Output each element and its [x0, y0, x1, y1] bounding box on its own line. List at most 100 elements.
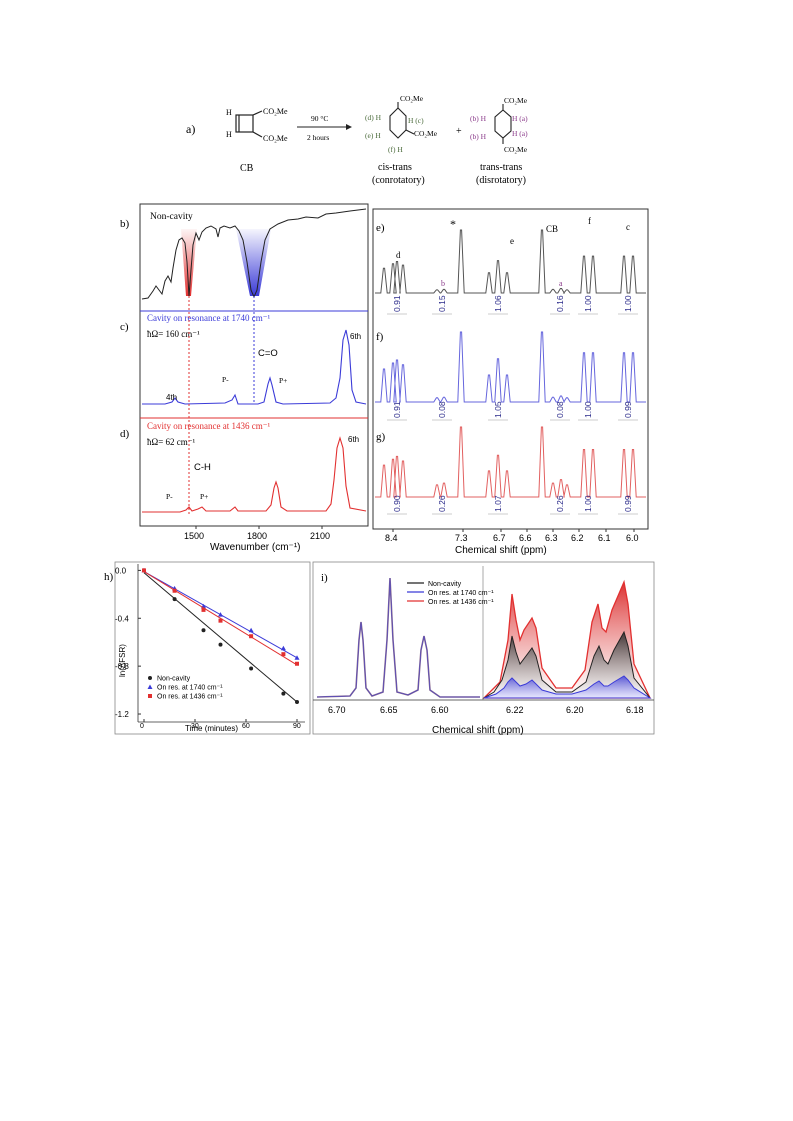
panel-f-label: f) [376, 331, 384, 343]
nmr-frame [372, 208, 649, 530]
panel-h-fit-line-2 [143, 571, 298, 666]
panel-h-point-0 [295, 700, 299, 705]
nmr-xtick-label: 8.4 [385, 533, 398, 543]
panel-h-point-2 [249, 634, 254, 639]
nmr-integrals: 0.91 0.15 1.06 0.16 1.00 1.00 0.91 0.08 1.05 0.08… [387, 295, 638, 515]
product2-co2me-bottom: CO₂Me [504, 145, 528, 154]
panel-i-xtick-2: 6.65 [380, 705, 398, 715]
panel-i-label: i) [321, 572, 328, 584]
product1-name: cis-trans [378, 162, 412, 173]
panel-i-frame [312, 561, 655, 735]
nmr-integral-f-0: 0.91 [392, 401, 402, 418]
nmr-peak-label-e: e [510, 236, 514, 246]
panel-h-point-1 [280, 645, 286, 651]
nmr-trace-res1740 [375, 331, 646, 403]
panel-h-plot: h) 0.0 -0.4 -0.8 -1.2 0 30 60 90 Non-cavity On r… [104, 561, 311, 735]
nmr-integral-e-4: 1.00 [583, 295, 593, 312]
panel-i-legend-res1740: On res. at 1740 cm⁻¹ [428, 590, 494, 597]
nmr-spectrum-line [375, 229, 646, 294]
nmr-xtick-label: 6.0 [626, 533, 639, 543]
panel-c-title: Cavity on resonance at 1740 cm⁻¹ [147, 313, 270, 323]
product1-mode: (conrotatory) [372, 175, 425, 186]
panel-h-point-0 [201, 628, 206, 633]
panel-h-xtick-label: 90 [293, 723, 301, 730]
product1-h-e: (e) H [365, 131, 381, 140]
nmr-integral-e-3: 0.16 [555, 295, 565, 312]
product1-co2me-right: CO₂Me [414, 129, 438, 138]
panel-h-point-2 [201, 607, 206, 612]
nmr-integral-f-4: 1.00 [583, 401, 593, 418]
panel-i-xtick-4: 6.22 [506, 705, 524, 715]
panel-h-point-1 [294, 655, 300, 660]
nmr-xtick-label: 6.1 [598, 533, 611, 543]
panel-i-xtick-1: 6.70 [328, 705, 346, 715]
reactant-co2me-2: CO₂Me [263, 134, 288, 143]
reactant-h-top: H [226, 108, 232, 117]
product2-h-b2: (b) H [470, 132, 487, 141]
panel-c-label: c) [120, 321, 129, 333]
panel-h-point-0 [249, 666, 254, 671]
panel-i-left-trace-overlay [316, 577, 480, 698]
nmr-integral-g-2: 1.07 [493, 495, 503, 512]
panel-b-label: b) [120, 218, 130, 230]
panel-c-co-label: C=O [258, 348, 278, 359]
panel-d-sixth-label: 6th [348, 435, 359, 444]
panel-i-right-fill-res1740 [483, 675, 652, 699]
panel-h-xtick-label: 30 [191, 723, 199, 730]
reaction-condition-temp: 90 °C [311, 114, 328, 123]
product2-mode: (disrotatory) [476, 175, 526, 186]
panel-h-legend-marker [148, 676, 152, 680]
nmr-integral-e-2: 1.06 [493, 295, 503, 312]
panel-h-xlabel: Time (minutes) [185, 724, 238, 733]
ir-xtick-label-2: 1800 [247, 531, 267, 541]
nmr-peak-label-c: c [626, 222, 630, 232]
panel-h-point-0 [281, 691, 286, 696]
product1-h-d: (d) H [365, 113, 382, 122]
product-cis-trans-structure [389, 102, 415, 139]
panel-h-legend: Non-cavity On res. at 1740 cm⁻¹ On res. at… [147, 676, 223, 701]
panel-i-legend-noncavity: Non-cavity [428, 581, 462, 588]
panel-d-p-plus: P+ [200, 492, 208, 501]
panel-h-fit-line-0 [143, 572, 298, 703]
panel-h-point-2 [172, 588, 177, 593]
ir-trace-noncavity [141, 208, 367, 300]
ir-trace-res1740 [142, 329, 367, 405]
ir-xtick-label-3: 2100 [310, 531, 330, 541]
nmr-xaxis: 8.4 7.3 6.7 6.6 6.3 6.2 6.1 6.0 [385, 529, 639, 543]
panel-h-legend-label: Non-cavity [157, 676, 191, 683]
panel-h-point-2 [218, 618, 223, 623]
nmr-peak-label-cb: CB [546, 224, 558, 234]
panel-h-point-2 [142, 568, 146, 573]
nmr-peak-label-star: * [450, 217, 456, 231]
panel-h-axes: 0.0 -0.4 -0.8 -1.2 0 30 60 90 [115, 564, 305, 730]
product1-co2me-top: CO₂Me [400, 94, 424, 103]
panel-d-p-minus: P- [166, 492, 173, 501]
panel-i-right-fill-noncavity [482, 630, 652, 699]
reactant-label: CB [240, 163, 254, 174]
nmr-integral-g-5: 0.99 [623, 495, 633, 512]
panel-c-fourth-label: 4th [166, 393, 177, 402]
panel-a-label: a) [186, 122, 195, 136]
product2-name: trans-trans [480, 162, 522, 173]
panel-d-rabi: ħΩ= 62 cm⁻¹ [147, 437, 196, 447]
nmr-peak-label-a: a [559, 279, 563, 288]
panel-h-legend-label: On res. at 1740 cm⁻¹ [157, 685, 223, 692]
reaction-condition-time: 2 hours [307, 133, 329, 142]
panel-e-label: e) [376, 222, 385, 234]
nmr-integral-g-0: 0.90 [392, 495, 402, 512]
panel-b-title: Non-cavity [150, 212, 193, 222]
panel-i-legend: Non-cavity On res. at 1740 cm⁻¹ On res. … [407, 581, 494, 606]
panel-h-point-0 [218, 642, 223, 647]
ir-xtick-label-1: 1500 [184, 531, 204, 541]
panel-h-point-1 [218, 612, 223, 617]
panel-h-ylabel: ln(ΔFSR) [118, 644, 127, 677]
nmr-integral-f-1: 0.08 [437, 401, 447, 418]
nmr-peak-label-b: b [441, 279, 445, 288]
nmr-panels: e) f) g) d * b e CB a f c 0.91 0.15 1.06 0.… [372, 208, 649, 556]
nmr-xtick-label: 6.3 [545, 533, 558, 543]
panel-i-xaxis-label: Chemical shift (ppm) [432, 725, 524, 736]
panel-i-xtick-5: 6.20 [566, 705, 584, 715]
nmr-integral-f-5: 0.99 [623, 401, 633, 418]
panel-c-sixth-label: 6th [350, 332, 361, 341]
